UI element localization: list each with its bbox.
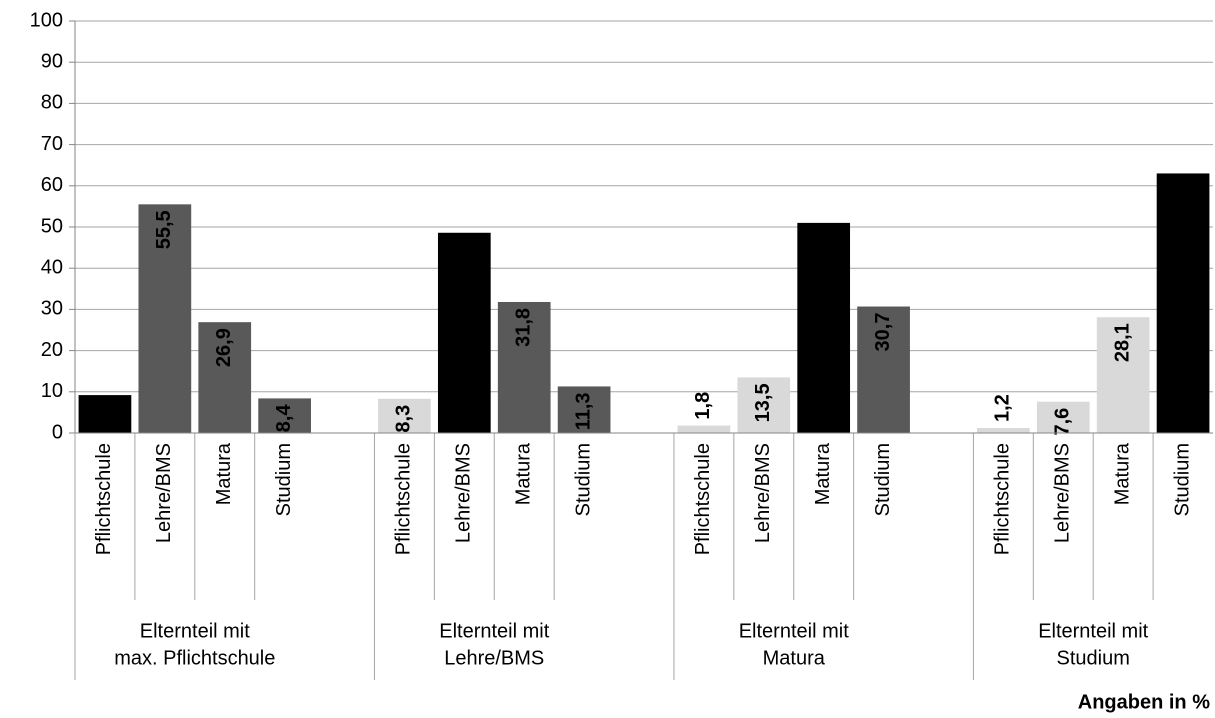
y-tick-label: 50 [41, 215, 63, 237]
y-tick-label: 60 [41, 174, 63, 196]
bar [497, 301, 551, 433]
group-label: max. Pflichtschule [114, 647, 275, 669]
y-tick-label: 10 [41, 380, 63, 402]
bar [557, 386, 611, 433]
x-tick-label: Studium [572, 443, 594, 516]
bar [378, 398, 431, 433]
group-label: Elternteil mit [439, 620, 549, 642]
y-tick-label: 70 [41, 133, 63, 155]
y-tick-label: 80 [41, 92, 63, 114]
x-tick-label: Lehre/BMS [1052, 443, 1074, 543]
value-label: 26,9 [213, 328, 235, 367]
bar [437, 232, 491, 433]
bar [797, 222, 851, 433]
x-tick-label: Pflichtschule [93, 443, 115, 555]
y-tick-label: 40 [41, 256, 63, 278]
value-label: 30,7 [872, 313, 894, 352]
group-label: Elternteil mit [739, 620, 849, 642]
x-tick-label: Pflichtschule [992, 443, 1014, 555]
x-tick-label: Pflichtschule [393, 443, 415, 555]
bar [138, 204, 192, 433]
value-label: 1,8 [692, 392, 714, 420]
value-label: 1,2 [992, 394, 1014, 422]
value-label: 13,5 [752, 383, 774, 422]
value-label: 55,5 [153, 210, 175, 249]
value-label: 63,0 [1171, 179, 1193, 218]
bar [198, 322, 252, 433]
y-tick-label: 100 [30, 9, 63, 31]
value-label: 48,6 [453, 239, 475, 278]
bar [677, 425, 731, 433]
x-tick-label: Studium [872, 443, 894, 516]
note: Angaben in % [1078, 691, 1210, 713]
y-tick-label: 30 [41, 298, 63, 320]
bar [737, 377, 791, 433]
value-label: 8,3 [393, 405, 415, 433]
x-tick-label: Matura [812, 442, 834, 505]
value-label: 8,4 [273, 404, 295, 433]
x-tick-label: Matura [1111, 442, 1133, 505]
bar [1036, 401, 1090, 433]
value-label: 9,2 [93, 401, 115, 429]
bar [977, 428, 1030, 433]
bar [1156, 173, 1210, 433]
x-tick-label: Lehre/BMS [752, 443, 774, 543]
y-tick-label: 20 [41, 339, 63, 361]
value-label: 11,3 [572, 392, 594, 430]
x-tick-label: Studium [1171, 443, 1193, 516]
bar [1096, 317, 1150, 433]
bar [857, 306, 910, 433]
group-label: Elternteil mit [140, 620, 250, 642]
group-label: Studium [1057, 647, 1130, 669]
group-label: Elternteil mit [1038, 620, 1148, 642]
x-tick-label: Matura [512, 442, 534, 505]
x-tick-label: Lehre/BMS [153, 443, 175, 543]
y-tick-label: 0 [52, 421, 63, 443]
value-label: 28,1 [1111, 323, 1133, 362]
value-label: 31,8 [512, 308, 534, 347]
group-label: Matura [763, 647, 826, 669]
value-label: 7,6 [1052, 408, 1074, 436]
y-tick-label: 90 [41, 50, 63, 72]
x-tick-label: Studium [273, 443, 295, 516]
x-tick-label: Pflichtschule [692, 443, 714, 555]
x-tick-label: Lehre/BMS [453, 443, 475, 543]
value-label: 51,0 [812, 229, 834, 268]
x-tick-label: Matura [213, 442, 235, 505]
bar [258, 398, 311, 433]
group-label: Lehre/BMS [444, 647, 544, 669]
bar [78, 395, 132, 433]
